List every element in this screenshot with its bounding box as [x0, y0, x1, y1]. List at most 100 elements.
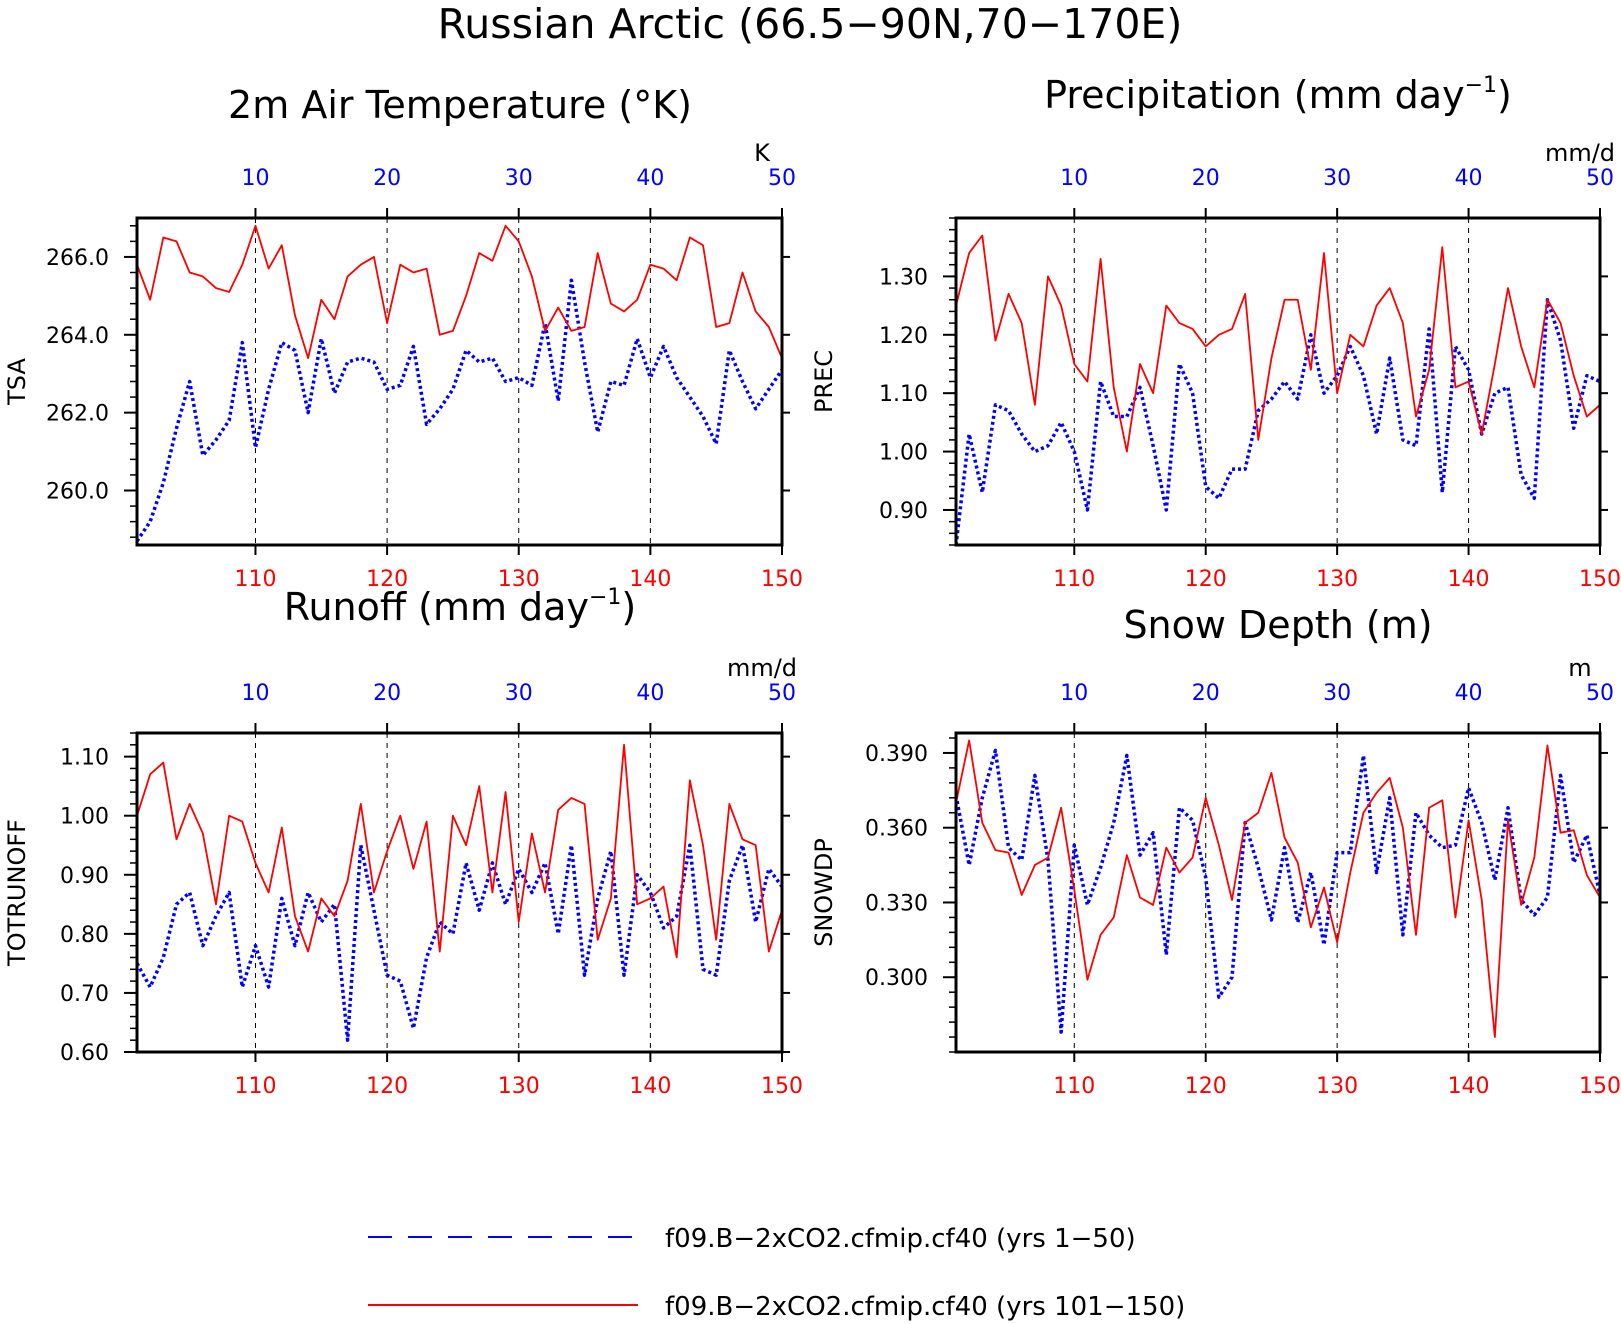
x-bottom-tick-label: 130 — [498, 1074, 540, 1099]
x-bottom-tick-label: 130 — [1316, 567, 1358, 592]
panels: 2m Air Temperature (°K) 260.0 262.0 264.0 26… — [3, 73, 1621, 1099]
panel-title: Snow Depth (m) — [1123, 603, 1432, 647]
x-top-tick-label: 40 — [636, 681, 664, 706]
x-top-tick-label: 20 — [373, 166, 401, 191]
panel-3: Runoff (mm day−1) 0.60 0.70 0.80 0.90 1.00 1.1… — [3, 585, 803, 1099]
x-top-tick-label: 30 — [1323, 681, 1351, 706]
x-top-tick-label: 50 — [768, 681, 796, 706]
x-bottom-tick-label: 110 — [1053, 567, 1095, 592]
panel-4: Snow Depth (m) 0.300 0.330 0.360 0.390 SNOWDP… — [810, 603, 1621, 1099]
panel-1: 2m Air Temperature (°K) 260.0 262.0 264.0 26… — [3, 83, 803, 592]
panel-title-text: Runoff (mm day — [284, 585, 589, 629]
y-tick-label: 0.330 — [865, 891, 928, 916]
y-tick-label: 0.90 — [60, 864, 109, 889]
y-axis-label: SNOWDP — [810, 838, 838, 947]
x-top-tick-label: 10 — [1060, 681, 1088, 706]
y-tick-label: 1.20 — [879, 324, 928, 349]
y-tick-label: 1.10 — [879, 382, 928, 407]
y-tick-label: 0.90 — [879, 499, 928, 524]
y-tick-label: 1.30 — [879, 265, 928, 290]
x-top-tick-label: 10 — [241, 681, 269, 706]
y-axis-label: TSA — [3, 358, 31, 406]
x-bottom-tick-label: 140 — [629, 1074, 671, 1099]
x-top-tick-label: 40 — [1455, 681, 1483, 706]
x-bottom-tick-label: 150 — [1579, 1074, 1621, 1099]
x-top-tick-label: 50 — [768, 166, 796, 191]
x-top-tick-label: 40 — [636, 166, 664, 191]
x-bottom-tick-label: 110 — [234, 1074, 276, 1099]
series-line-yrs-101-150 — [956, 739, 1600, 1038]
series-line-yrs-1-50 — [137, 843, 782, 1042]
panel-2: Precipitation (mm day−1) 0.90 1.00 1.10 1.20… — [810, 73, 1621, 592]
plot-frame — [954, 216, 1602, 547]
y-tick-label: 1.00 — [60, 805, 109, 830]
x-bottom-tick-label: 120 — [366, 567, 408, 592]
panel-title-sup: −1 — [1465, 73, 1497, 98]
units-label: K — [754, 139, 771, 167]
y-tick-label: 0.300 — [865, 966, 928, 991]
x-bottom-tick-label: 120 — [366, 1074, 408, 1099]
x-bottom-tick-label: 140 — [1448, 567, 1490, 592]
x-top-tick-label: 20 — [1192, 681, 1220, 706]
legend-label-series-2: f09.B−2xCO2.cfmip.cf40 (yrs 101−150) — [665, 1292, 1185, 1322]
x-top-tick-label: 50 — [1586, 681, 1614, 706]
y-axis-label: TOTRUNOFF — [3, 819, 31, 967]
panel-title-text: Snow Depth (m) — [1123, 603, 1432, 647]
x-top-tick-label: 30 — [505, 166, 533, 191]
y-tick-label: 260.0 — [46, 480, 109, 505]
series-line-yrs-101-150 — [137, 743, 782, 959]
y-tick-label: 264.0 — [46, 324, 109, 349]
series-line-yrs-1-50 — [137, 278, 782, 543]
plot-frame — [954, 731, 1602, 1054]
panel-title-end: ) — [1497, 73, 1512, 117]
x-top-tick-label: 30 — [505, 681, 533, 706]
x-top-tick-label: 10 — [1060, 166, 1088, 191]
series-line-yrs-1-50 — [956, 298, 1600, 545]
x-bottom-tick-label: 120 — [1185, 567, 1227, 592]
y-tick-label: 0.390 — [865, 742, 928, 767]
series-line-yrs-101-150 — [956, 234, 1600, 453]
plot-frame — [135, 216, 784, 547]
x-bottom-tick-label: 140 — [1448, 1074, 1490, 1099]
y-axis-label: PREC — [810, 350, 838, 413]
y-tick-label: 0.60 — [60, 1041, 109, 1066]
x-bottom-tick-label: 150 — [761, 1074, 803, 1099]
y-tick-label: 1.10 — [60, 746, 109, 771]
x-top-tick-label: 10 — [241, 166, 269, 191]
legend: f09.B−2xCO2.cfmip.cf40 (yrs 1−50) f09.B−… — [368, 1224, 1185, 1322]
x-bottom-tick-label: 110 — [234, 567, 276, 592]
legend-label-series-1: f09.B−2xCO2.cfmip.cf40 (yrs 1−50) — [665, 1224, 1136, 1254]
panel-title: Precipitation (mm day−1) — [1044, 73, 1512, 117]
units-label: mm/d — [1545, 139, 1615, 167]
y-tick-label: 262.0 — [46, 402, 109, 427]
series-line-yrs-101-150 — [137, 224, 782, 360]
units-label: m — [1568, 654, 1591, 682]
x-bottom-tick-label: 140 — [629, 567, 671, 592]
panel-title: 2m Air Temperature (°K) — [228, 83, 692, 127]
x-bottom-tick-label: 150 — [761, 567, 803, 592]
panel-title-end: ) — [621, 585, 636, 629]
series-line-yrs-1-50 — [956, 748, 1600, 1034]
y-tick-label: 0.70 — [60, 982, 109, 1007]
units-label: mm/d — [727, 654, 797, 682]
x-bottom-tick-label: 130 — [498, 567, 540, 592]
x-bottom-tick-label: 150 — [1579, 567, 1621, 592]
y-tick-label: 266.0 — [46, 246, 109, 271]
main-title: Russian Arctic (66.5−90N,70−170E) — [438, 0, 1183, 48]
x-bottom-tick-label: 130 — [1316, 1074, 1358, 1099]
x-top-tick-label: 50 — [1586, 166, 1614, 191]
y-tick-label: 0.360 — [865, 817, 928, 842]
plot-frame — [135, 731, 784, 1054]
x-top-tick-label: 40 — [1455, 166, 1483, 191]
x-bottom-tick-label: 120 — [1185, 1074, 1227, 1099]
x-top-tick-label: 30 — [1323, 166, 1351, 191]
panel-title-sup: −1 — [589, 585, 621, 610]
panel-title-text: 2m Air Temperature (°K) — [228, 83, 692, 127]
y-tick-label: 1.00 — [879, 441, 928, 466]
panel-title: Runoff (mm day−1) — [284, 585, 636, 629]
panel-title-text: Precipitation (mm day — [1044, 73, 1464, 117]
y-tick-label: 0.80 — [60, 923, 109, 948]
x-top-tick-label: 20 — [373, 681, 401, 706]
x-top-tick-label: 20 — [1192, 166, 1220, 191]
